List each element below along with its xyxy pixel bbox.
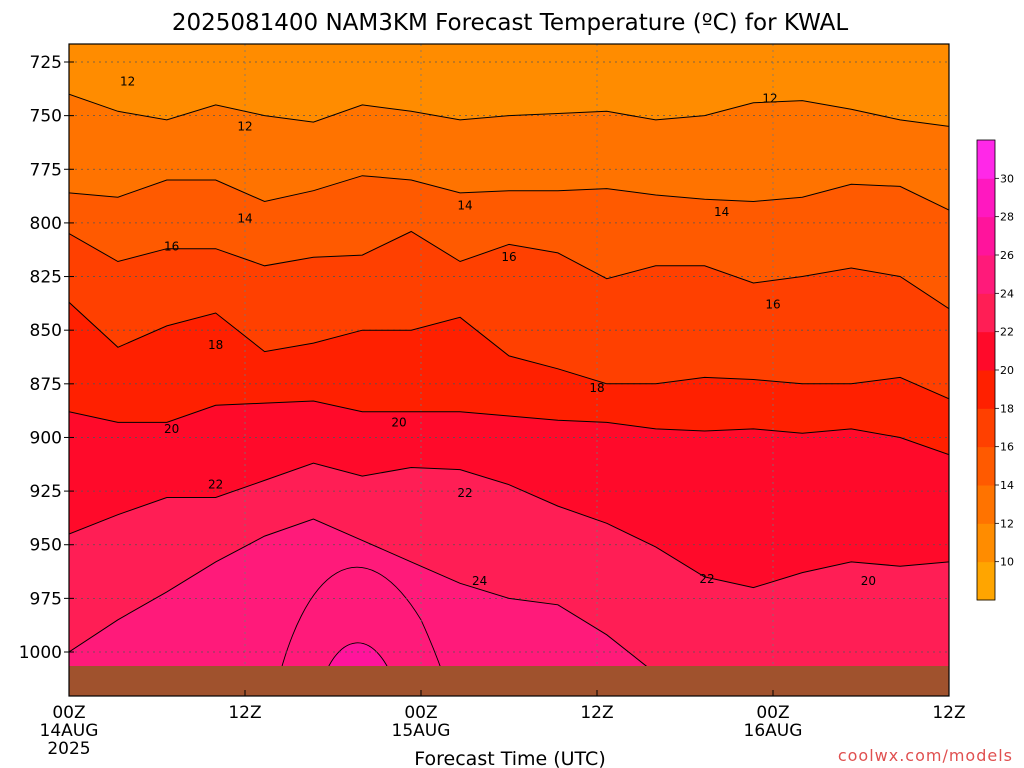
x-tick-label: 00Z <box>404 703 437 723</box>
y-tick-label: 875 <box>30 375 62 395</box>
y-tick-label: 825 <box>30 268 62 288</box>
colorbar-swatch <box>977 178 995 218</box>
isotherm-18 <box>69 301 949 400</box>
contour-label: 22 <box>699 572 714 586</box>
colorbar-swatch <box>977 370 995 409</box>
x-tick-date: 15AUG <box>392 721 451 741</box>
colorbar-legend: 10 12 14 16 18 20 22 24 26 28 30 <box>976 139 1014 601</box>
colorbar-label: 30 <box>1000 172 1014 185</box>
colorbar-swatch <box>977 331 995 371</box>
x-tick-year: 2025 <box>47 739 90 759</box>
contour-label: 20 <box>391 415 406 429</box>
colorbar-label: 20 <box>1000 364 1014 377</box>
y-tick-label: 750 <box>30 107 62 127</box>
x-tick-label: 12Z <box>932 703 965 723</box>
plot-area <box>69 44 949 696</box>
colorbar-swatch <box>977 408 995 448</box>
contour-label: 14 <box>237 212 252 226</box>
colorbar-swatch <box>977 140 995 179</box>
colorbar-label: 14 <box>1000 479 1014 492</box>
contour-label: 18 <box>589 381 604 395</box>
x-tick-label: 12Z <box>580 703 613 723</box>
colorbar-label: 12 <box>1000 517 1014 530</box>
contour-label: 20 <box>861 574 876 588</box>
colorbar-swatch <box>977 293 995 333</box>
contour-label: 22 <box>457 486 472 500</box>
x-tick-date: 14AUG <box>40 721 99 741</box>
colorbar-swatch <box>977 561 995 601</box>
pressure-axis: 725 750 775 800 825 850 875 900 925 950 975 1000 <box>19 53 74 663</box>
colorbar-label: 24 <box>1000 287 1014 300</box>
y-tick-label: 800 <box>30 214 62 234</box>
x-tick-label: 00Z <box>52 703 85 723</box>
y-tick-label: 775 <box>30 160 62 180</box>
plot-frame <box>68 43 950 697</box>
contour-label: 20 <box>164 422 179 436</box>
isotherm-22 <box>69 462 949 589</box>
chart-title: 2025081400 NAM3KM Forecast Temperature (… <box>172 10 849 36</box>
colorbar-label: 26 <box>1000 249 1014 262</box>
contour-label: 24 <box>472 574 487 588</box>
colorbar-label: 18 <box>1000 402 1014 415</box>
x-tick-date: 16AUG <box>744 721 803 741</box>
colorbar-swatch <box>977 485 995 524</box>
contour-label: 14 <box>714 205 729 219</box>
y-tick-label: 925 <box>30 482 62 502</box>
colorbar-label: 28 <box>1000 211 1014 224</box>
contour-label: 16 <box>501 250 516 264</box>
contour-labels: 12 12 12 14 14 14 16 16 16 18 18 20 20 20 22 22 22 24 <box>120 74 876 588</box>
colorbar-swatch <box>977 255 995 294</box>
isotherm-16 <box>69 230 949 310</box>
y-tick-label: 1000 <box>19 643 62 663</box>
y-tick-label: 950 <box>30 536 62 556</box>
isotherm-14 <box>69 175 949 211</box>
contour-label: 14 <box>457 199 472 213</box>
x-axis-label: Forecast Time (UTC) <box>414 748 605 768</box>
y-tick-label: 975 <box>30 589 62 609</box>
colorbar-swatch <box>977 446 995 486</box>
isotherm-12 <box>69 93 949 127</box>
contour-label: 12 <box>120 74 135 88</box>
colorbar-label: 22 <box>1000 326 1014 339</box>
contour-label: 12 <box>762 91 777 105</box>
contour-label: 16 <box>164 240 179 254</box>
contour-label: 16 <box>765 297 780 311</box>
credit-text: coolwx.com/models <box>838 746 1013 765</box>
colorbar-swatch <box>977 216 995 256</box>
y-tick-label: 850 <box>30 321 62 341</box>
terrain-ground <box>69 666 949 696</box>
contour-label: 12 <box>237 119 252 133</box>
colorbar-swatch <box>977 523 995 563</box>
isotherm-20 <box>69 400 949 456</box>
contour-label: 18 <box>208 338 223 352</box>
contour-label: 22 <box>208 478 223 492</box>
colorbar-label: 10 <box>1000 556 1014 569</box>
x-tick-label: 12Z <box>228 703 261 723</box>
y-tick-label: 900 <box>30 428 62 448</box>
x-tick-label: 00Z <box>756 703 789 723</box>
colorbar-label: 16 <box>1000 441 1014 454</box>
y-tick-label: 725 <box>30 53 62 73</box>
